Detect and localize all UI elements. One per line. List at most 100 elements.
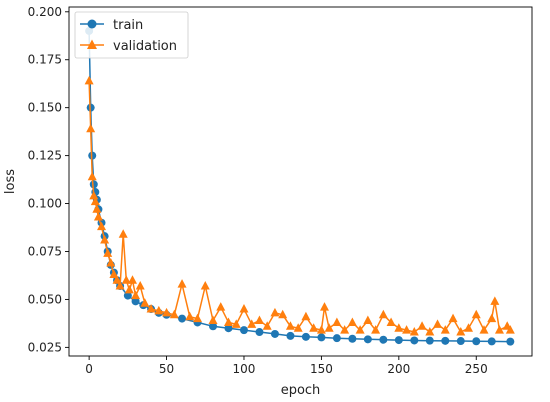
data-point-validation bbox=[127, 275, 137, 284]
x-tick-label: 150 bbox=[310, 362, 333, 376]
y-tick-label: 0.075 bbox=[28, 244, 62, 258]
x-tick-label: 50 bbox=[159, 362, 174, 376]
data-point-validation bbox=[471, 309, 481, 319]
data-point-validation bbox=[347, 317, 357, 326]
data-point-validation bbox=[479, 325, 489, 334]
data-point-validation bbox=[425, 327, 435, 336]
data-point-validation bbox=[208, 315, 218, 325]
data-point-validation bbox=[90, 196, 100, 206]
data-point-validation bbox=[254, 315, 264, 325]
data-point-validation bbox=[378, 309, 388, 319]
data-point-validation bbox=[320, 302, 330, 311]
data-point-train bbox=[394, 336, 403, 345]
y-tick-label: 0.025 bbox=[28, 340, 62, 354]
data-point-validation bbox=[185, 311, 195, 321]
data-point-validation bbox=[112, 275, 122, 284]
data-point-train bbox=[379, 335, 388, 344]
data-point-train bbox=[270, 329, 279, 338]
data-point-train bbox=[224, 324, 233, 333]
data-point-train bbox=[178, 314, 187, 323]
data-point-train bbox=[123, 291, 132, 300]
data-point-validation bbox=[223, 317, 233, 326]
y-tick-label: 0.200 bbox=[28, 5, 62, 19]
data-point-validation bbox=[487, 313, 497, 323]
data-point-validation bbox=[417, 321, 427, 330]
data-point-validation bbox=[100, 234, 110, 244]
data-point-validation bbox=[239, 304, 249, 313]
data-point-train bbox=[131, 297, 140, 306]
data-point-validation bbox=[363, 315, 373, 325]
data-point-validation bbox=[121, 275, 131, 284]
data-point-validation bbox=[169, 309, 179, 319]
data-point-validation bbox=[231, 319, 241, 328]
data-point-validation bbox=[278, 309, 288, 319]
axes-frame bbox=[68, 6, 533, 357]
data-point-train bbox=[332, 334, 341, 343]
data-point-train bbox=[363, 335, 372, 344]
data-point-train bbox=[487, 337, 496, 346]
y-tick-label: 0.175 bbox=[28, 53, 62, 67]
data-point-validation bbox=[340, 325, 350, 334]
data-point-validation bbox=[456, 327, 466, 336]
data-point-validation bbox=[177, 279, 187, 288]
series-train bbox=[85, 26, 515, 346]
data-point-validation bbox=[154, 305, 164, 315]
legend-label-train: train bbox=[113, 18, 143, 33]
series-layer bbox=[84, 26, 515, 346]
data-point-validation bbox=[97, 221, 107, 231]
data-point-train bbox=[255, 328, 264, 337]
axes-layer bbox=[68, 6, 533, 357]
data-point-validation bbox=[440, 325, 450, 334]
data-point-train bbox=[286, 331, 295, 340]
data-point-validation bbox=[448, 313, 458, 323]
data-point-train bbox=[239, 326, 248, 335]
data-point-validation bbox=[293, 323, 303, 332]
data-point-validation bbox=[89, 190, 99, 200]
data-point-validation bbox=[386, 317, 396, 326]
y-tick-label: 0.125 bbox=[28, 149, 62, 163]
data-point-validation bbox=[135, 281, 145, 290]
series-line-validation bbox=[88, 80, 511, 333]
data-point-validation bbox=[247, 319, 257, 328]
y-tick-label: 0.150 bbox=[28, 101, 62, 115]
data-point-validation bbox=[84, 75, 94, 85]
data-point-validation bbox=[146, 304, 156, 313]
series-line-train bbox=[88, 30, 511, 343]
data-point-validation bbox=[92, 204, 102, 213]
legend-marker-train bbox=[87, 19, 97, 29]
data-point-validation bbox=[505, 325, 515, 334]
data-point-validation bbox=[109, 269, 119, 279]
data-point-validation bbox=[270, 307, 280, 317]
data-point-train bbox=[425, 336, 434, 345]
legend: train validation bbox=[74, 11, 189, 59]
data-point-validation bbox=[87, 171, 97, 181]
data-point-train bbox=[89, 180, 98, 189]
data-point-validation bbox=[103, 248, 113, 257]
data-point-validation bbox=[394, 323, 404, 332]
data-point-validation bbox=[332, 317, 342, 326]
data-point-validation bbox=[433, 319, 443, 328]
data-point-validation bbox=[200, 281, 210, 290]
y-tick-label: 0.050 bbox=[28, 292, 62, 306]
data-point-validation bbox=[402, 325, 412, 334]
data-point-train bbox=[441, 336, 450, 345]
data-point-validation bbox=[464, 323, 474, 332]
y-axis-ticks: 0.025 0.050 0.075 0.100 0.125 0.150 0.175 0.200 bbox=[28, 5, 69, 354]
legend-label-validation: validation bbox=[113, 39, 177, 54]
data-point-validation bbox=[86, 123, 96, 133]
data-point-validation bbox=[490, 296, 500, 305]
data-point-validation bbox=[106, 257, 116, 267]
y-tick-label: 0.100 bbox=[28, 197, 62, 211]
data-point-validation bbox=[216, 302, 226, 311]
data-point-train bbox=[209, 322, 218, 331]
x-axis-ticks: 0 50 100 150 200 250 bbox=[85, 356, 488, 376]
data-point-validation bbox=[193, 313, 203, 323]
data-point-train bbox=[456, 337, 465, 346]
data-point-validation bbox=[316, 325, 326, 334]
x-tick-label: 0 bbox=[85, 362, 93, 376]
data-point-train bbox=[410, 336, 419, 345]
data-point-validation bbox=[140, 298, 150, 307]
y-axis-label: loss bbox=[3, 169, 18, 194]
data-point-validation bbox=[118, 229, 128, 238]
